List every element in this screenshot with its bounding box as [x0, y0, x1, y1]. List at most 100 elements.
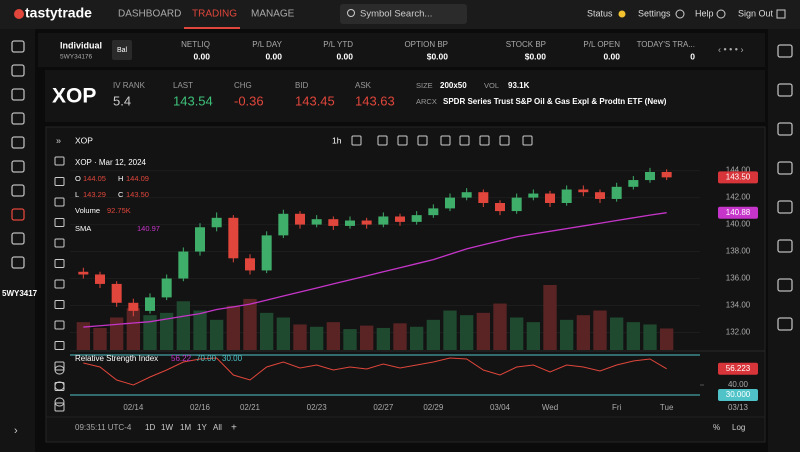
- percent-toggle[interactable]: %: [713, 423, 720, 432]
- range-button[interactable]: All: [213, 423, 222, 432]
- metrics-pager: ‹ • • • ›: [718, 44, 743, 54]
- x-tick-label: Tue: [660, 403, 674, 412]
- right-sidebar-icon[interactable]: [777, 161, 793, 175]
- right-sidebar-icon[interactable]: [777, 317, 793, 331]
- add-indicator[interactable]: +: [231, 423, 237, 434]
- right-sidebar-icon[interactable]: [777, 200, 793, 214]
- volume-bar: [360, 325, 374, 350]
- sidebar-icon[interactable]: [11, 136, 25, 149]
- drawing-tool[interactable]: [54, 197, 65, 207]
- bal-button[interactable]: [112, 40, 132, 60]
- sidebar-icon[interactable]: [11, 40, 25, 53]
- nav-link[interactable]: Sign Out: [738, 8, 774, 18]
- sidebar-icon[interactable]: [11, 64, 25, 77]
- right-sidebar-icon[interactable]: [777, 44, 793, 58]
- candle-body: [578, 189, 589, 193]
- drawing-tool[interactable]: [54, 156, 65, 166]
- sma-tag: 140.88: [726, 208, 751, 217]
- candle-body: [161, 278, 172, 298]
- drawing-tool[interactable]: [54, 381, 65, 391]
- logo: tastytrade: [25, 5, 92, 21]
- candle-body: [628, 180, 639, 187]
- nav-tab[interactable]: TRADING: [192, 9, 237, 20]
- drawing-tool[interactable]: [54, 238, 65, 248]
- nav-tab[interactable]: MANAGE: [251, 9, 295, 20]
- y-tick-label: 132.00: [726, 328, 751, 337]
- drawing-tool[interactable]: [54, 341, 65, 350]
- range-button[interactable]: 1Y: [197, 423, 207, 432]
- x-tick-label: 02/16: [190, 403, 211, 412]
- rsi-last-tag: 56.223: [726, 364, 751, 373]
- drawing-tool[interactable]: [54, 218, 65, 227]
- chart-symbol: XOP: [75, 135, 93, 145]
- drawing-tool[interactable]: [54, 402, 65, 412]
- toolbar-icon[interactable]: [351, 135, 362, 146]
- quote-value: 143.54: [173, 93, 213, 108]
- range-button[interactable]: 1M: [180, 423, 191, 432]
- nav-link[interactable]: Help: [695, 8, 714, 18]
- nav-tab[interactable]: DASHBOARD: [118, 9, 181, 20]
- volume-bar: [376, 327, 390, 350]
- toolbar-icon[interactable]: [417, 135, 428, 146]
- y-tick-label: 140.00: [726, 220, 751, 229]
- y-tick-label: 134.00: [726, 301, 751, 310]
- nav-link[interactable]: Status: [587, 8, 613, 18]
- right-sidebar-icon[interactable]: [777, 83, 793, 97]
- sidebar-icon[interactable]: [11, 112, 25, 125]
- drawing-tool[interactable]: [54, 177, 65, 186]
- candle-body: [245, 258, 255, 271]
- drawing-tool[interactable]: [54, 361, 65, 371]
- toolbar-icon[interactable]: [522, 135, 533, 146]
- sidebar-icon[interactable]: [11, 184, 25, 197]
- candle-body: [495, 202, 505, 212]
- x-tick-label: Fri: [612, 403, 622, 412]
- log-toggle[interactable]: Log: [732, 423, 745, 432]
- quote-value: 143.45: [295, 93, 335, 108]
- nav-link[interactable]: Settings: [638, 8, 671, 18]
- drawing-tool[interactable]: [54, 320, 65, 330]
- range-button[interactable]: 1W: [161, 423, 173, 432]
- collapse-arrow[interactable]: ›: [14, 425, 18, 437]
- sidebar-icon[interactable]: [11, 88, 25, 101]
- bal-button-label[interactable]: Bal: [117, 47, 128, 54]
- legend-sma-label: SMA: [75, 224, 91, 233]
- sidebar-icon[interactable]: [11, 232, 25, 245]
- sidebar-icon[interactable]: [11, 160, 25, 173]
- right-sidebar-icon[interactable]: [777, 239, 793, 253]
- candle-body: [311, 219, 322, 225]
- candle-body: [511, 197, 522, 212]
- account-number: 5WY34176: [60, 54, 93, 61]
- candle-body: [611, 186, 622, 199]
- drawing-tool[interactable]: [54, 279, 65, 289]
- drawing-tool[interactable]: [54, 259, 65, 268]
- toolbar-icon[interactable]: [440, 135, 451, 146]
- candle-body: [395, 216, 405, 222]
- sidebar-icon[interactable]: [11, 256, 25, 269]
- toolbar-icon[interactable]: [397, 135, 408, 146]
- toolbar-icon[interactable]: [479, 135, 490, 146]
- candle-body: [561, 189, 572, 203]
- search-box[interactable]: [340, 4, 467, 24]
- drawing-tool[interactable]: [54, 397, 65, 407]
- right-sidebar-icon[interactable]: [777, 278, 793, 292]
- quote-label: BID: [295, 81, 309, 90]
- volume-bar: [493, 303, 507, 350]
- toolbar-icon[interactable]: [459, 135, 470, 146]
- volume-bar: [526, 322, 540, 350]
- interval[interactable]: 1h: [332, 135, 342, 145]
- drawing-tool[interactable]: [54, 365, 65, 375]
- right-sidebar-icon[interactable]: [777, 122, 793, 136]
- candle-body: [111, 283, 122, 303]
- toolbar-icon[interactable]: [499, 135, 510, 146]
- volume-bar: [243, 298, 257, 350]
- x-tick-label: 02/29: [423, 403, 444, 412]
- volume-bar: [660, 328, 674, 350]
- candle-body: [378, 216, 389, 225]
- vol-label: VOL: [484, 81, 499, 90]
- drawing-tool[interactable]: [54, 300, 65, 309]
- quote-value: 143.63: [355, 93, 395, 108]
- toolbar-icon[interactable]: [377, 135, 388, 146]
- range-button[interactable]: 1D: [145, 423, 155, 432]
- metric-value: $0.00: [525, 51, 547, 61]
- sidebar-icon[interactable]: [11, 208, 25, 221]
